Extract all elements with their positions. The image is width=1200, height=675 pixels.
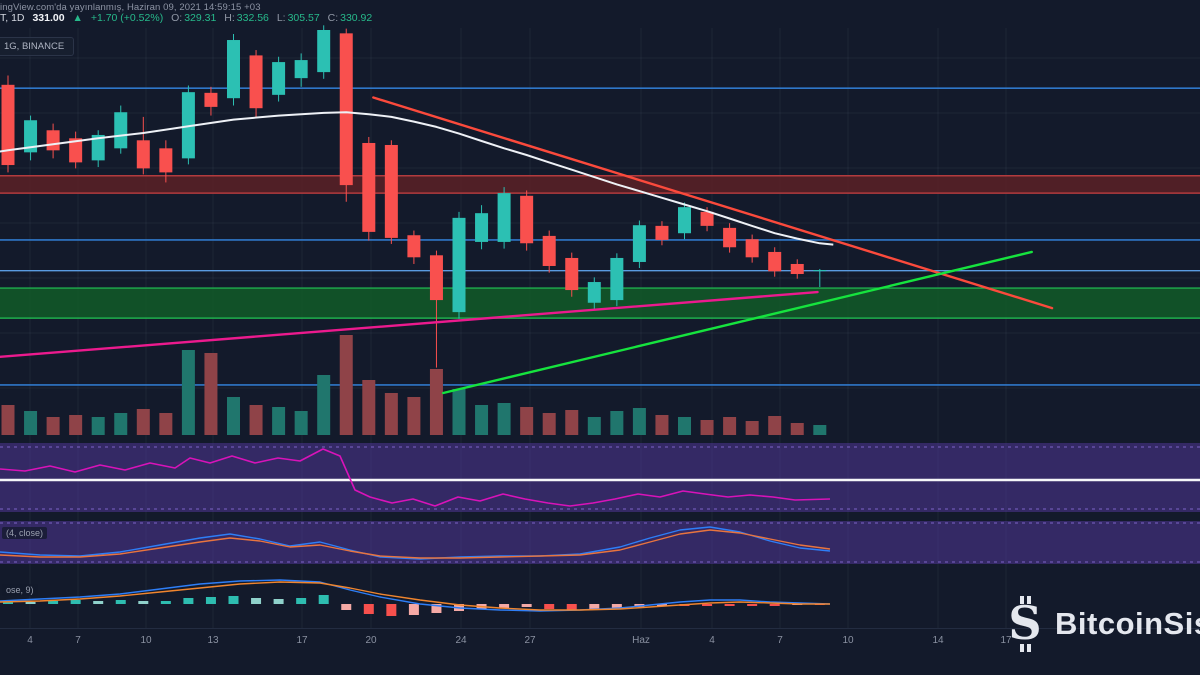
high-value: 332.56 xyxy=(236,12,269,24)
open-value: 329.31 xyxy=(184,12,217,24)
time-axis-label: Haz xyxy=(632,635,650,646)
time-axis-label: 24 xyxy=(455,635,467,646)
open-label: O: xyxy=(171,12,183,24)
time-axis-label: 7 xyxy=(777,635,783,646)
time-axis-label: 27 xyxy=(524,635,536,646)
watermark-text: BitcoinSist xyxy=(1055,606,1200,641)
time-axis-label: 4 xyxy=(27,635,33,646)
high-label: H: xyxy=(224,12,235,24)
last-price: 331.00 xyxy=(32,12,65,24)
low-value: 305.57 xyxy=(287,12,320,24)
time-axis-label: 13 xyxy=(207,635,219,646)
publish-line: ingView.com'da yayınlanmış, Haziran 09, … xyxy=(0,2,261,13)
chart-legend-badge[interactable]: 1G, BINANCE xyxy=(0,37,75,56)
symbol-interval: T, 1D xyxy=(0,12,25,24)
close-label: C: xyxy=(327,12,339,24)
time-axis-label: 20 xyxy=(365,635,377,646)
time-axis-label: 17 xyxy=(296,635,308,646)
svg-text:S: S xyxy=(1008,596,1041,650)
time-axis-label: 4 xyxy=(709,635,715,646)
time-axis-label: 10 xyxy=(842,635,854,646)
price-change: +1.70 (+0.52%) xyxy=(90,12,164,24)
close-value: 330.92 xyxy=(340,12,373,24)
time-axis[interactable]: 4 7 10 13 17 20 24 27 Haz 4 7 10 14 17 xyxy=(0,628,1200,655)
indicator-label-oscillator[interactable]: (4, close) xyxy=(2,527,48,539)
watermark: S BitcoinSist xyxy=(1004,596,1200,652)
time-axis-label: 14 xyxy=(932,635,944,646)
low-label: L: xyxy=(276,12,286,24)
time-axis-label: 17 xyxy=(1000,635,1012,646)
symbol-info-row: T, 1D 331.00 ▲ +1.70 (+0.52%) O: 329.31 H… xyxy=(0,12,377,24)
indicator-label-macd[interactable]: ose, 9) xyxy=(2,584,38,596)
time-axis-label: 7 xyxy=(75,635,81,646)
time-axis-label: 10 xyxy=(140,635,152,646)
dollar-sign-logo-icon: S xyxy=(1008,596,1042,652)
up-arrow-icon: ▲ xyxy=(72,12,83,24)
